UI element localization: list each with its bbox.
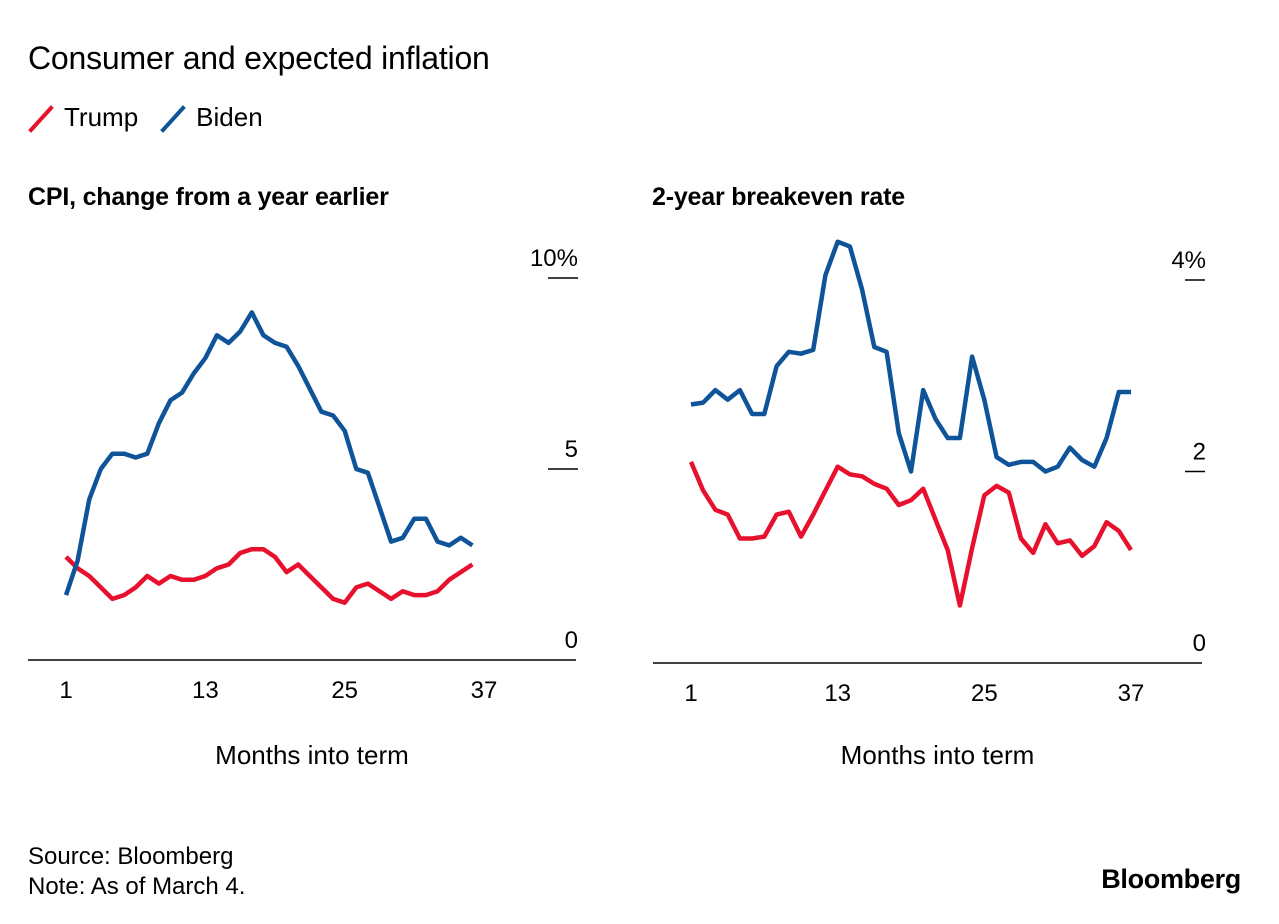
breakeven-chart-title: 2-year breakeven rate bbox=[652, 183, 905, 211]
footer: Source: Bloomberg Note: As of March 4. bbox=[28, 842, 245, 902]
source-note: Source: Bloomberg bbox=[28, 843, 234, 870]
cpi-xtick-label: 13 bbox=[192, 677, 219, 704]
legend-label-biden: Biden bbox=[196, 102, 263, 132]
chart-title: Consumer and expected inflation bbox=[28, 40, 490, 76]
cpi-ytick-label: 5 bbox=[565, 436, 578, 463]
breakeven-xtick-label: 25 bbox=[971, 680, 998, 707]
breakeven-xtick-label: 13 bbox=[824, 680, 851, 707]
cpi-ytick-label: 10% bbox=[530, 245, 578, 272]
cpi-xtick-label: 37 bbox=[471, 677, 498, 704]
breakeven-series-trump bbox=[688, 461, 1133, 608]
cpi-chart-title: CPI, change from a year earlier bbox=[28, 183, 389, 211]
breakeven-xaxis-title: Months into term bbox=[841, 740, 1035, 770]
breakeven-ytick-label: 4% bbox=[1171, 247, 1206, 274]
legend-label-trump: Trump bbox=[64, 102, 139, 132]
trump-swatch-icon bbox=[28, 104, 54, 133]
cpi-ytick-label: 0 bbox=[565, 627, 578, 654]
date-note: Note: As of March 4. bbox=[28, 873, 246, 900]
legend-item-trump: Trump bbox=[28, 102, 138, 133]
breakeven-ytick-label: 0 bbox=[1193, 630, 1206, 657]
breakeven-xtick-label: 1 bbox=[684, 680, 697, 707]
cpi-series-trump bbox=[64, 546, 474, 605]
cpi-xtick-label: 1 bbox=[59, 677, 72, 704]
biden-swatch-icon bbox=[160, 104, 186, 133]
cpi-series-biden bbox=[63, 310, 474, 596]
breakeven-ytick-label: 2 bbox=[1193, 439, 1206, 466]
breakeven-xtick-label: 37 bbox=[1118, 680, 1145, 707]
legend-item-biden: Biden bbox=[160, 102, 263, 133]
breakeven-series-biden bbox=[690, 239, 1131, 474]
legend: Trump Biden bbox=[28, 102, 285, 133]
cpi-xtick-label: 25 bbox=[331, 677, 358, 704]
bloomberg-logo: Bloomberg bbox=[1101, 864, 1241, 894]
cpi-xaxis-title: Months into term bbox=[215, 740, 409, 770]
